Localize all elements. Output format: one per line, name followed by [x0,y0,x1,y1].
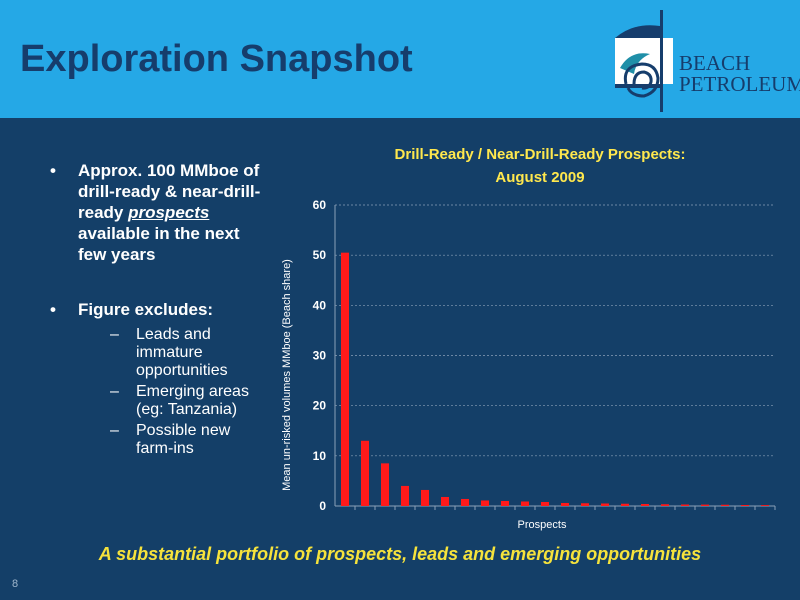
sub-item-farm-ins: Possible new farm-ins [110,422,263,458]
chart-title-line2: August 2009 [495,169,584,186]
sub-item-emerging: Emerging areas (eg: Tanzania) [110,383,263,419]
bar-prospect-4 [401,485,409,506]
y-tick-label: 0 [319,499,326,513]
sub-item-leads: Leads and immature opportunities [110,326,263,380]
bullet-prospects-text-post: available in the next few years [78,224,240,264]
page-title: Exploration Snapshot [20,38,413,80]
bar-prospect-19 [701,504,709,506]
bullet-prospects-text-pre: Approx. 100 MMboe of drill-ready & near-… [78,161,261,222]
y-tick-label: 60 [313,198,327,212]
bar-prospect-20 [721,504,729,506]
y-tick-label: 50 [313,248,327,262]
bar-prospect-1 [341,252,349,506]
bar-prospect-8 [481,500,489,506]
bar-prospect-22 [761,505,769,506]
y-tick-label: 10 [313,449,327,463]
chart-xlabel: Prospects [518,519,567,531]
logo-text-beach: BEACH [679,51,751,75]
bullet-excludes-text: Figure excludes: [78,300,214,319]
bar-prospect-16 [641,503,649,506]
bar-prospect-2 [361,440,369,506]
bar-prospect-10 [521,501,529,506]
bar-prospect-7 [461,498,469,506]
bullet-excludes: Figure excludes: Leads and immature oppo… [48,299,263,458]
chart-bars [341,252,769,506]
beach-petroleum-logo: BEACH PETROLEUM [612,8,800,114]
y-tick-label: 40 [313,298,327,312]
chart-yticks: 0 10 20 30 40 50 60 [313,198,327,513]
bar-prospect-11 [541,501,549,506]
chart-ylabel: Mean un-risked volumes MMboe (Beach shar… [281,259,293,491]
chart-svg: Drill-Ready / Near-Drill-Ready Prospects… [281,146,776,531]
bar-prospect-14 [601,503,609,506]
y-tick-label: 30 [313,349,327,363]
sub-list: Leads and immature opportunities Emergin… [78,326,263,458]
bar-prospect-9 [501,500,509,506]
bar-prospect-17 [661,504,669,506]
bar-prospect-21 [741,504,749,506]
bar-prospect-6 [441,496,449,506]
bar-prospect-3 [381,463,389,506]
bar-prospect-13 [581,503,589,506]
chart-title-line1: Drill-Ready / Near-Drill-Ready Prospects… [395,146,686,163]
logo-text-petroleum: PETROLEUM [679,72,800,96]
bar-prospect-18 [681,504,689,506]
bullet-prospects: Approx. 100 MMboe of drill-ready & near-… [48,160,263,265]
footer-tagline: A substantial portfolio of prospects, le… [98,544,702,564]
page-number: 8 [12,578,19,590]
bullet-prospects-emphasis: prospects [128,203,210,222]
prospects-chart: Drill-Ready / Near-Drill-Ready Prospects… [270,135,790,535]
bar-prospect-5 [421,489,429,506]
logo-emblem-icon [615,10,673,112]
bar-prospect-12 [561,502,569,506]
chart-grid [334,204,776,510]
y-tick-label: 20 [313,399,327,413]
bullet-list: Approx. 100 MMboe of drill-ready & near-… [48,160,263,461]
bar-prospect-15 [621,503,629,506]
